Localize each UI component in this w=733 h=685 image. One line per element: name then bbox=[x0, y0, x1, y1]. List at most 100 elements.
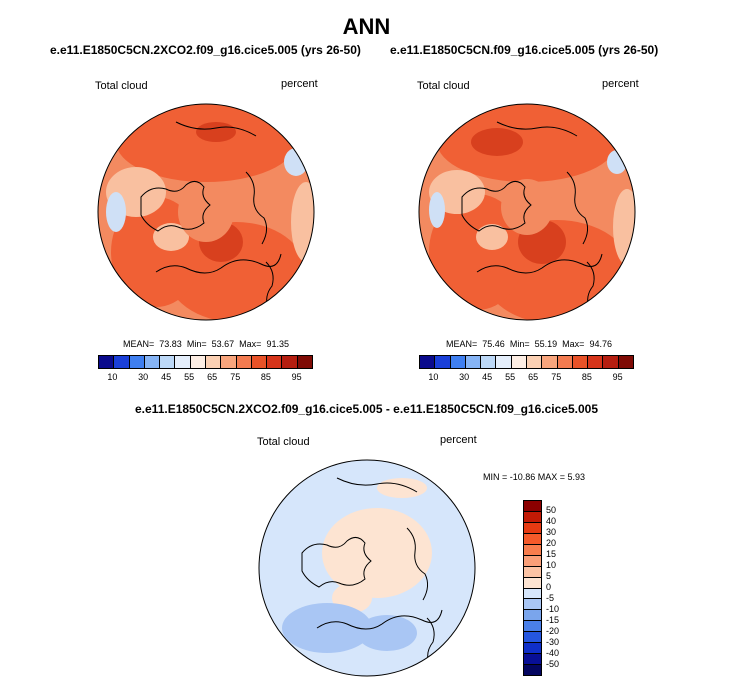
panel-2-colorbar-swatch bbox=[420, 356, 436, 368]
diff-colorbar-labels: 50 40 30 20 15 10 5 0 -5 -10 -15 -20 -30 -40 -50 bbox=[546, 500, 576, 676]
diff-colorbar-swatch bbox=[524, 621, 541, 633]
diff-colorbar-tick-label: 40 bbox=[546, 516, 557, 526]
panel-1-title: e.e11.E1850C5CN.2XCO2.f09_g16.cice5.005 … bbox=[50, 43, 361, 57]
diff-colorbar-swatch bbox=[524, 544, 541, 556]
panel-1-colorbar-swatch bbox=[221, 356, 237, 368]
diff-colorbar-swatch bbox=[524, 665, 541, 675]
panel-1-colorbar bbox=[98, 355, 313, 369]
panel-2-colorbar-tick-label: 65 bbox=[528, 372, 539, 382]
diff-colorbar-tick-label: 5 bbox=[546, 571, 552, 581]
panel-2-colorbar-swatch bbox=[572, 356, 589, 368]
diff-colorbar-swatch bbox=[524, 610, 541, 622]
panel-1-colorbar-swatch bbox=[205, 356, 222, 368]
panel-1-colorbar-swatch bbox=[114, 356, 130, 368]
panel-1-variable: Total cloud bbox=[95, 80, 148, 92]
panel-1-colorbar-swatch bbox=[236, 356, 252, 368]
panel-2-units: percent bbox=[602, 78, 639, 90]
panel-1-colorbar-swatch bbox=[282, 356, 298, 368]
panel-1-colorbar-tick-label: 45 bbox=[161, 372, 172, 382]
diff-colorbar-tick-label: 50 bbox=[546, 505, 557, 515]
panel-1-units: percent bbox=[281, 78, 318, 90]
panel-1-colorbar-swatch bbox=[297, 356, 312, 368]
diff-colorbar-swatch bbox=[524, 566, 541, 578]
diff-colorbar-swatch bbox=[524, 511, 541, 523]
panel-2-polar-map bbox=[418, 103, 636, 321]
panel-1-polar-map bbox=[97, 103, 315, 321]
diff-colorbar-tick-label: -30 bbox=[546, 637, 560, 647]
diff-colorbar-swatch bbox=[524, 643, 541, 655]
panel-2-colorbar-swatch bbox=[603, 356, 619, 368]
diff-variable: Total cloud bbox=[257, 436, 310, 448]
panel-2-colorbar-tick-label: 75 bbox=[551, 372, 562, 382]
diff-colorbar-swatch bbox=[524, 555, 541, 567]
panel-1-max: 91.35 bbox=[266, 339, 289, 349]
panel-1-colorbar-swatch bbox=[190, 356, 206, 368]
panel-1-min: 53.67 bbox=[211, 339, 235, 349]
panel-1-colorbar-tick-label: 85 bbox=[260, 372, 271, 382]
panel-2-colorbar-tick-label: 55 bbox=[505, 372, 516, 382]
panel-2-min: 55.19 bbox=[534, 339, 558, 349]
diff-colorbar-swatch bbox=[524, 522, 541, 534]
panel-2-colorbar-swatch bbox=[450, 356, 466, 368]
panel-1-colorbar-swatch bbox=[129, 356, 145, 368]
panel-1-colorbar-tick-label: 30 bbox=[138, 372, 149, 382]
panel-2-colorbar-swatch bbox=[511, 356, 527, 368]
diff-colorbar-tick-label: -50 bbox=[546, 659, 560, 669]
panel-2-colorbar-labels: 10 30 45 55 65 75 85 95 bbox=[419, 372, 634, 384]
diff-colorbar-swatch bbox=[524, 533, 541, 545]
diff-colorbar-tick-label: -5 bbox=[546, 593, 555, 603]
panel-2-colorbar-swatch bbox=[496, 356, 512, 368]
diff-colorbar-tick-label: -20 bbox=[546, 626, 560, 636]
panel-1-colorbar-swatch bbox=[267, 356, 283, 368]
diff-colorbar bbox=[523, 500, 542, 676]
diff-colorbar-swatch bbox=[524, 588, 541, 600]
diff-colorbar-swatch bbox=[524, 577, 541, 589]
panel-1-colorbar-tick-label: 75 bbox=[230, 372, 241, 382]
diff-minmax: MIN = -10.86 MAX = 5.93 bbox=[483, 472, 586, 482]
panel-1-colorbar-labels: 10 30 45 55 65 75 85 95 bbox=[98, 372, 313, 384]
panel-1-colorbar-tick-label: 55 bbox=[184, 372, 195, 382]
diff-colorbar-tick-label: 15 bbox=[546, 549, 557, 559]
diff-colorbar-swatch bbox=[524, 599, 541, 611]
panel-1-colorbar-tick-label: 95 bbox=[291, 372, 302, 382]
panel-2-title: e.e11.E1850C5CN.f09_g16.cice5.005 (yrs 2… bbox=[390, 43, 659, 57]
panel-2-colorbar bbox=[419, 355, 634, 369]
panel-1-colorbar-swatch bbox=[99, 356, 115, 368]
panel-1-colorbar-swatch bbox=[144, 356, 161, 368]
panel-2-colorbar-swatch bbox=[481, 356, 497, 368]
diff-colorbar-swatch bbox=[524, 501, 541, 512]
panel-2-stats: MEAN= 75.46 Min= 55.19 Max= 94.76 bbox=[446, 339, 612, 349]
panel-2-colorbar-tick-label: 10 bbox=[428, 372, 439, 382]
panel-2-colorbar-tick-label: 95 bbox=[612, 372, 623, 382]
figure-title: ANN bbox=[342, 14, 391, 39]
panel-2-colorbar-swatch bbox=[435, 356, 451, 368]
diff-units: percent bbox=[440, 434, 477, 446]
panel-2-colorbar-swatch bbox=[465, 356, 482, 368]
panel-2-colorbar-swatch bbox=[542, 356, 558, 368]
panel-2-variable: Total cloud bbox=[417, 80, 470, 92]
diff-colorbar-tick-label: 30 bbox=[546, 527, 557, 537]
panel-2-colorbar-swatch bbox=[526, 356, 543, 368]
diff-colorbar-swatch bbox=[524, 632, 541, 644]
diff-colorbar-tick-label: -10 bbox=[546, 604, 560, 614]
diff-polar-map bbox=[258, 459, 476, 677]
panel-2-mean: 75.46 bbox=[482, 339, 505, 349]
panel-1-stats: MEAN= 73.83 Min= 53.67 Max= 91.35 bbox=[123, 339, 289, 349]
panel-2-colorbar-tick-label: 45 bbox=[482, 372, 493, 382]
diff-title: e.e11.E1850C5CN.2XCO2.f09_g16.cice5.005 … bbox=[135, 402, 598, 416]
panel-1-colorbar-swatch bbox=[175, 356, 191, 368]
panel-1-colorbar-swatch bbox=[160, 356, 176, 368]
diff-colorbar-tick-label: -40 bbox=[546, 648, 560, 658]
panel-1-colorbar-swatch bbox=[251, 356, 268, 368]
diff-colorbar-tick-label: 10 bbox=[546, 560, 557, 570]
diff-colorbar-tick-label: 20 bbox=[546, 538, 557, 548]
panel-1-colorbar-tick-label: 10 bbox=[107, 372, 118, 382]
panel-1-colorbar-tick-label: 65 bbox=[207, 372, 218, 382]
panel-2-colorbar-tick-label: 85 bbox=[581, 372, 592, 382]
panel-2-colorbar-swatch bbox=[588, 356, 604, 368]
diff-colorbar-tick-label: -15 bbox=[546, 615, 560, 625]
panel-2-max: 94.76 bbox=[589, 339, 612, 349]
panel-2-colorbar-swatch bbox=[557, 356, 573, 368]
diff-colorbar-swatch bbox=[524, 654, 541, 666]
panel-2-colorbar-tick-label: 30 bbox=[459, 372, 470, 382]
